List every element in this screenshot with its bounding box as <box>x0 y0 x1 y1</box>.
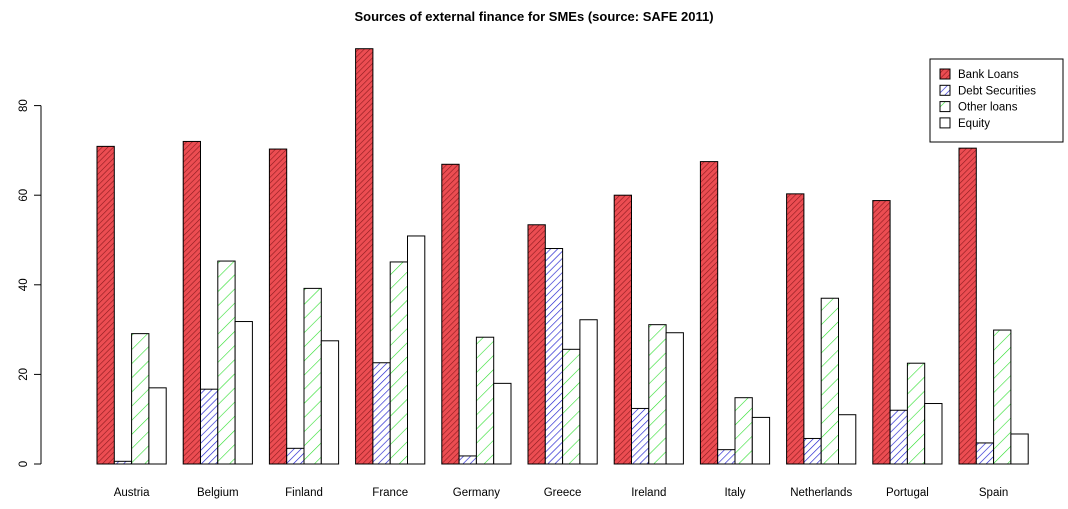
bar-ireland-equity <box>665 332 684 465</box>
bar-germany-bank-loans <box>441 163 460 465</box>
x-tick-label: Finland <box>285 487 323 499</box>
y-tick-label: 60 <box>18 189 30 202</box>
legend-swatch <box>939 68 951 80</box>
x-tick-label: Austria <box>114 487 150 499</box>
bar-belgium-bank-loans <box>182 140 201 465</box>
bar-finland-debt-securities <box>286 447 305 465</box>
bar-germany-equity <box>493 382 512 465</box>
legend-label: Bank Loans <box>958 69 1019 81</box>
bar-portugal-equity <box>924 403 943 465</box>
bar-ireland-debt-securities <box>631 407 650 465</box>
bar-italy-debt-securities <box>717 449 736 465</box>
x-axis-labels: Austria Belgium Finland France Germany Greece… <box>114 487 1009 499</box>
bar-austria-bank-loans <box>96 145 115 465</box>
bar-spain-bank-loans <box>958 147 977 465</box>
chart-title: Sources of external finance for SMEs (so… <box>354 9 713 24</box>
bar-netherlands-other-loans <box>820 297 840 465</box>
bar-belgium-debt-securities <box>200 388 219 465</box>
bars-group <box>96 48 1029 465</box>
bar-belgium-other-loans <box>217 260 236 465</box>
bar-italy-other-loans <box>734 397 753 465</box>
x-tick-label: Belgium <box>197 487 239 499</box>
bar-portugal-bank-loans <box>872 200 891 465</box>
bar-germany-other-loans <box>475 336 495 465</box>
bar-netherlands-bank-loans <box>786 193 805 465</box>
legend-swatch <box>939 117 951 129</box>
bar-finland-bank-loans <box>268 148 288 465</box>
bar-portugal-debt-securities <box>889 409 908 465</box>
bar-france-bank-loans <box>355 48 374 465</box>
bar-ireland-bank-loans <box>613 194 633 465</box>
x-tick-label: Spain <box>979 487 1008 499</box>
x-tick-label: Germany <box>453 487 501 499</box>
bar-ireland-other-loans <box>648 324 667 465</box>
bar-spain-debt-securities <box>975 442 995 465</box>
legend-label: Equity <box>958 118 990 130</box>
bar-greece-other-loans <box>562 348 581 465</box>
bar-netherlands-equity <box>838 414 857 465</box>
bar-spain-other-loans <box>993 329 1012 465</box>
bar-france-equity <box>407 235 426 465</box>
x-tick-label: Netherlands <box>790 487 852 499</box>
bar-austria-equity <box>148 387 167 465</box>
legend-swatch <box>939 101 951 113</box>
bar-greece-debt-securities <box>544 248 564 465</box>
bar-belgium-equity <box>234 321 253 465</box>
bar-france-other-loans <box>389 261 409 465</box>
bar-netherlands-debt-securities <box>803 437 822 465</box>
x-tick-label: France <box>372 487 408 499</box>
bar-spain-equity <box>1010 433 1029 465</box>
bar-finland-equity <box>320 340 340 465</box>
bar-austria-debt-securities <box>113 460 133 465</box>
y-tick-label: 20 <box>18 368 30 381</box>
legend-box <box>929 58 1064 143</box>
y-tick-label: 40 <box>18 278 30 291</box>
legend: Bank Loans Debt Securities Other loans Equi… <box>929 58 1064 143</box>
y-tick-label: 80 <box>18 99 30 112</box>
bar-germany-debt-securities <box>458 455 477 465</box>
bar-italy-equity <box>751 416 771 465</box>
bar-greece-equity <box>579 319 598 465</box>
bar-italy-bank-loans <box>699 161 719 465</box>
bar-france-debt-securities <box>372 362 391 465</box>
x-tick-label: Greece <box>544 487 582 499</box>
bar-greece-bank-loans <box>527 224 546 465</box>
bar-finland-other-loans <box>303 287 322 465</box>
legend-label: Other loans <box>958 102 1018 114</box>
bar-austria-other-loans <box>131 333 150 465</box>
x-tick-label: Italy <box>724 487 745 499</box>
y-tick-label: 0 <box>18 461 30 467</box>
bar-portugal-other-loans <box>906 362 926 465</box>
y-axis: 0 20 40 60 80 <box>18 99 42 467</box>
legend-label: Debt Securities <box>958 85 1036 97</box>
x-tick-label: Ireland <box>631 487 666 499</box>
legend-swatch <box>939 84 951 96</box>
x-tick-label: Portugal <box>886 487 929 499</box>
